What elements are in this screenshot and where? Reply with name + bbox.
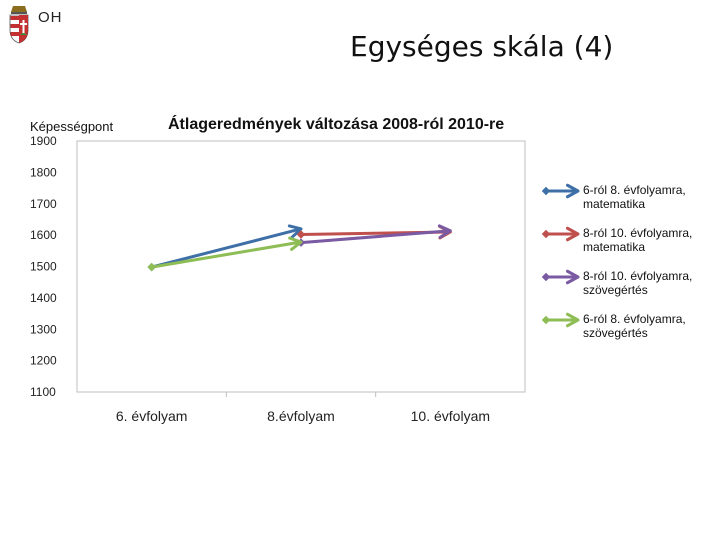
y-tick-label: 1300 xyxy=(30,322,57,336)
plot-area xyxy=(76,140,526,393)
y-tick-label: 1900 xyxy=(30,134,57,148)
series-reading-6-8-line xyxy=(151,240,302,269)
chart-title: Átlageredmények változása 2008-ról 2010-… xyxy=(168,114,504,133)
series-reading-6-8-arrowhead xyxy=(288,236,303,251)
legend-reading-8-10-marker xyxy=(541,272,551,282)
legend-math-6-8-arrowhead xyxy=(565,183,580,199)
series-reading-6-8 xyxy=(147,236,303,272)
series-reading-8-10-line xyxy=(300,229,451,245)
legend-math-6-8-marker xyxy=(541,186,551,196)
series-math-8-10-point xyxy=(296,230,306,239)
series-math-6-8-line xyxy=(151,227,302,269)
legend-reading-8-10-arrowhead xyxy=(565,269,580,285)
legend-math-8-10-marker xyxy=(541,229,551,239)
y-tick-label: 1700 xyxy=(30,197,57,211)
series-math-6-8-arrowhead xyxy=(287,224,303,239)
legend-reading-8-10-label: 8-ról 10. évfolyamra, szövegértés xyxy=(583,269,692,297)
series-reading-8-10 xyxy=(296,224,452,247)
y-tick-label: 1400 xyxy=(30,291,57,305)
legend-math-8-10-label: 8-ról 10. évfolyamra, matematika xyxy=(583,226,692,254)
legend-reading-6-8: 6-ról 8. évfolyamra, szövegértés xyxy=(541,312,686,340)
legend-math-8-10-arrowhead xyxy=(565,226,580,242)
coat-of-arms-icon xyxy=(9,6,29,44)
y-tick-label: 1500 xyxy=(30,260,57,274)
legend-reading-6-8-marker xyxy=(541,315,551,325)
legend-math-8-10: 8-ról 10. évfolyamra, matematika xyxy=(541,226,692,254)
y-tick-label: 1100 xyxy=(30,385,56,399)
y-axis-label: Képességpont xyxy=(30,119,114,134)
legend-reading-6-8-arrowhead xyxy=(565,312,580,328)
y-tick-label: 1200 xyxy=(30,354,57,368)
x-tick-label: 6. évfolyam xyxy=(116,408,188,424)
legend-reading-6-8-label: 6-ról 8. évfolyamra, szövegértés xyxy=(583,312,686,340)
series-reading-8-10-arrowhead xyxy=(437,224,452,239)
slide-title: Egységes skála (4) xyxy=(350,30,614,63)
y-tick-label: 1600 xyxy=(30,228,57,242)
legend-math-6-8: 6-ról 8. évfolyamra, matematika xyxy=(541,183,686,211)
y-tick-label: 1800 xyxy=(30,165,57,179)
legend-math-6-8-label: 6-ról 8. évfolyamra, matematika xyxy=(583,183,686,211)
x-tick-label: 10. évfolyam xyxy=(411,408,490,424)
x-tick-label: 8.évfolyam xyxy=(267,408,335,424)
logo-text: OH xyxy=(38,9,63,26)
series-reading-6-8-point xyxy=(147,262,156,272)
legend-reading-8-10: 8-ról 10. évfolyamra, szövegértés xyxy=(541,269,692,297)
